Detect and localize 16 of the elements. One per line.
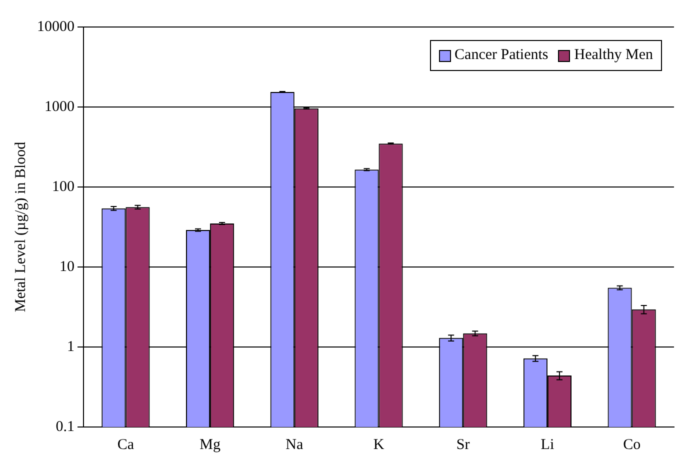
y-axis-title: Metal Level (µg/g) in Blood [12,141,29,312]
y-tick-label: 100 [52,178,74,195]
x-tick-label: Na [286,436,304,453]
y-tick-label: 1 [67,338,74,355]
legend-label: Cancer Patients [454,47,548,64]
x-tick-label: Li [540,436,554,453]
x-tick-label: Co [623,436,641,453]
x-tick-label: K [373,436,384,453]
x-tick-label: Mg [200,436,221,453]
x-tick-label: Sr [456,436,470,453]
y-tick-label: 0.1 [56,418,74,435]
legend-label: Healthy Men [574,47,653,64]
x-tick-label: Ca [117,436,134,453]
y-tick-label: 1000 [44,98,74,115]
y-tick-label: 10 [60,258,74,275]
y-tick-label: 10000 [37,18,74,35]
